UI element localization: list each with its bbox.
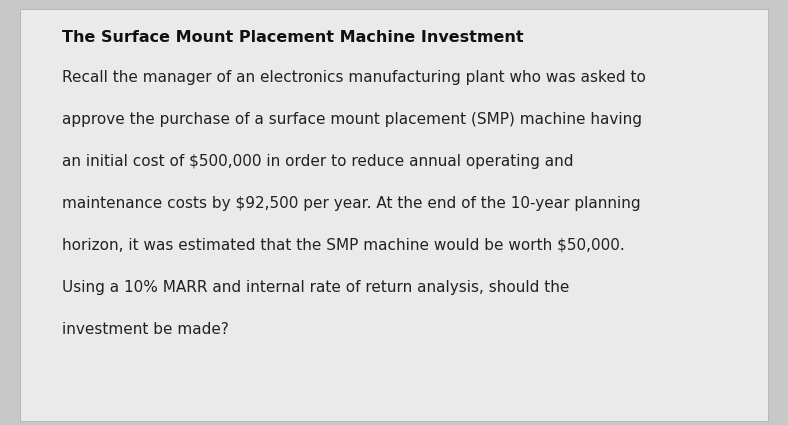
- Text: Recall the manager of an electronics manufacturing plant who was asked to: Recall the manager of an electronics man…: [62, 70, 646, 85]
- Text: Using a 10% MARR and internal rate of return analysis, should the: Using a 10% MARR and internal rate of re…: [62, 280, 570, 295]
- Text: investment be made?: investment be made?: [62, 322, 229, 337]
- Text: The Surface Mount Placement Machine Investment: The Surface Mount Placement Machine Inve…: [62, 30, 524, 45]
- Text: maintenance costs by $92,500 per year. At the end of the 10-year planning: maintenance costs by $92,500 per year. A…: [62, 196, 641, 211]
- Text: horizon, it was estimated that the SMP machine would be worth $50,000.: horizon, it was estimated that the SMP m…: [62, 238, 625, 253]
- Text: approve the purchase of a surface mount placement (SMP) machine having: approve the purchase of a surface mount …: [62, 112, 642, 127]
- Text: an initial cost of $500,000 in order to reduce annual operating and: an initial cost of $500,000 in order to …: [62, 154, 574, 169]
